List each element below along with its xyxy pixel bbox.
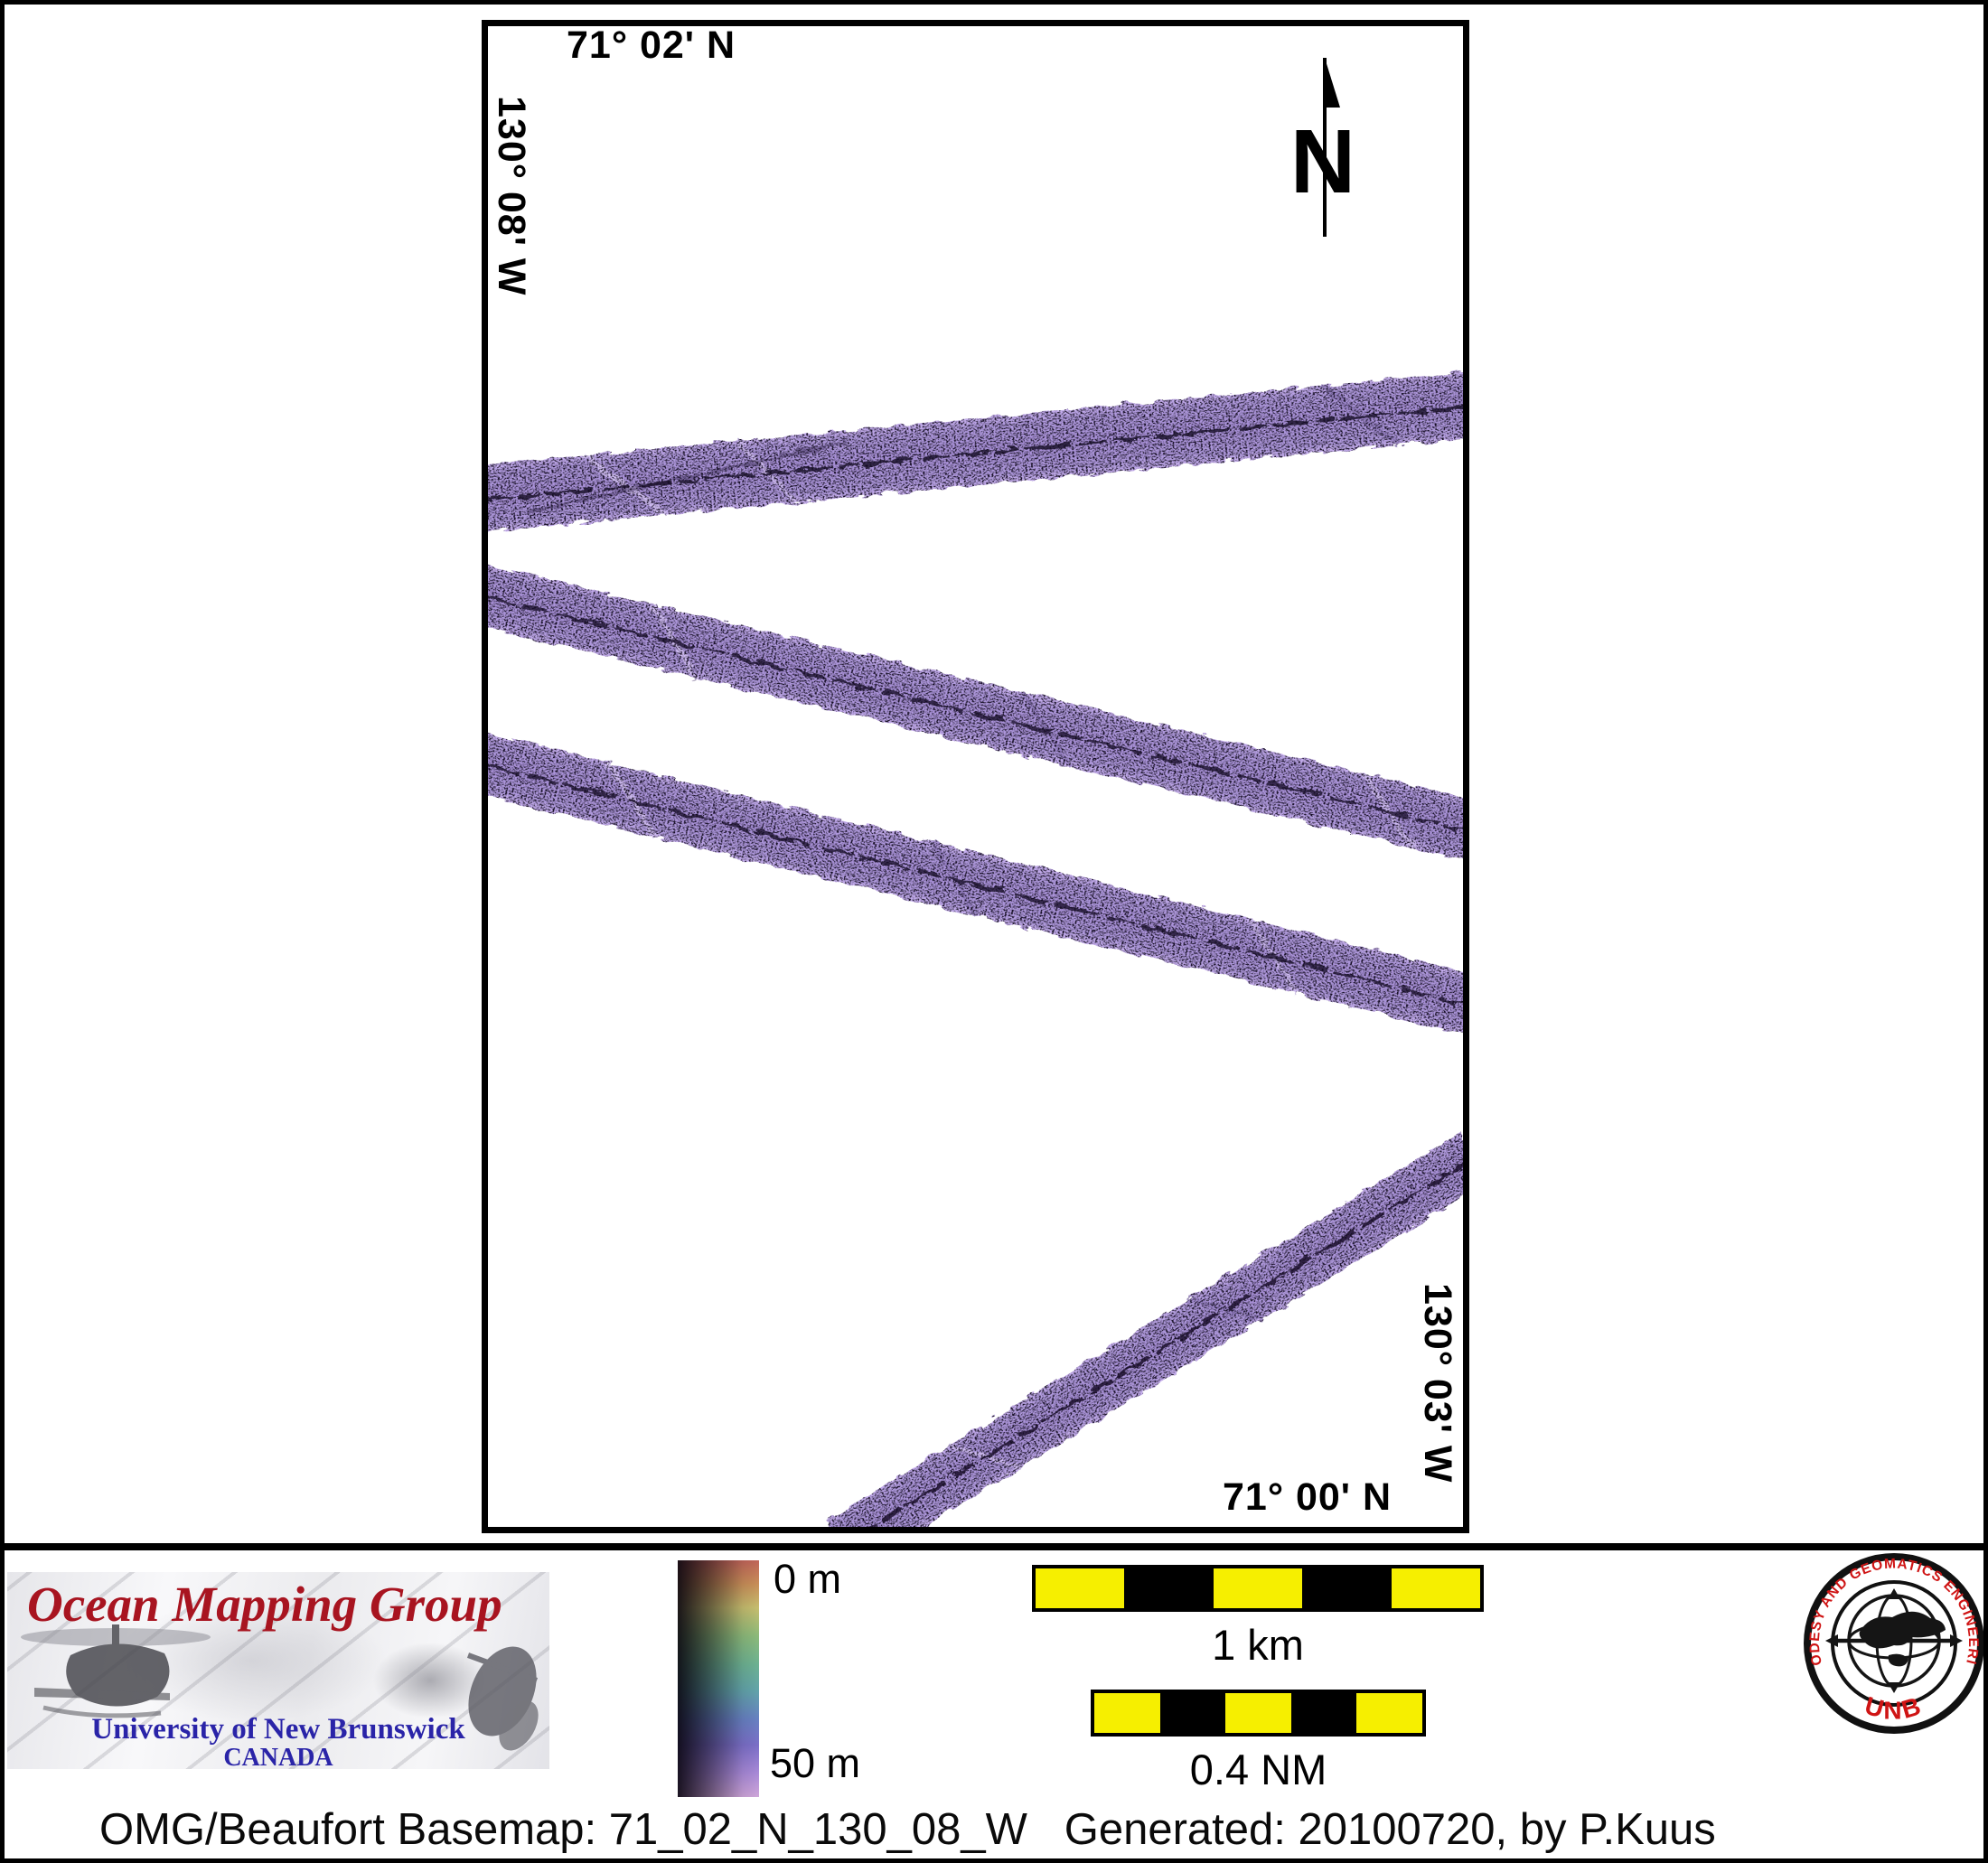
latitude-label-top: 71° 02' N bbox=[567, 23, 736, 67]
map-frame bbox=[482, 20, 1469, 1533]
scale-bar-segment bbox=[1302, 1568, 1392, 1608]
panel-divider bbox=[5, 1543, 1983, 1550]
submersible-icon bbox=[466, 1646, 539, 1751]
scale-bar-segment bbox=[1094, 1693, 1160, 1733]
basemap-caption: OMG/Beaufort Basemap: 71_02_N_130_08_W G… bbox=[99, 1805, 1716, 1854]
helicopter-icon bbox=[21, 1624, 211, 1718]
depth-colorbar bbox=[678, 1560, 759, 1797]
seal-bottom-text: UNB bbox=[1861, 1691, 1924, 1724]
scale-bar-segment bbox=[1225, 1693, 1291, 1733]
scale-bar-segment bbox=[1159, 1693, 1226, 1733]
scale-bar-segment bbox=[1036, 1568, 1125, 1608]
longitude-label-right: 130° 03' W bbox=[1416, 1283, 1459, 1484]
sonar-swath bbox=[488, 562, 1463, 862]
seal-globe-icon bbox=[1825, 1588, 1963, 1693]
scale-bar-nm-label: 0.4 NM bbox=[1189, 1746, 1327, 1793]
scale-bar-segment bbox=[1391, 1568, 1481, 1608]
scale-bar-km-label: 1 km bbox=[1212, 1621, 1304, 1669]
scale-bar-segment bbox=[1356, 1693, 1422, 1733]
omg-logo-title: Ocean Mapping Group bbox=[27, 1577, 502, 1632]
scale-bar-km bbox=[1032, 1565, 1484, 1612]
sonar-swath bbox=[488, 371, 1463, 533]
omg-logo-artwork bbox=[21, 1624, 539, 1751]
omg-logo-university: University of New Brunswick bbox=[91, 1713, 465, 1746]
scale-bar-nm bbox=[1091, 1690, 1426, 1737]
bathymetry-swath-layer bbox=[488, 371, 1463, 1527]
omg-logo: Ocean Mapping Group University of New Br… bbox=[7, 1572, 549, 1769]
scale-bar-segment bbox=[1290, 1693, 1357, 1733]
scale-bar-segment bbox=[1124, 1568, 1214, 1608]
longitude-label-left: 130° 08' W bbox=[490, 96, 533, 296]
omg-logo-country: CANADA bbox=[223, 1744, 333, 1769]
depth-scale-top-label: 0 m bbox=[774, 1556, 842, 1602]
scale-bar-segment bbox=[1213, 1568, 1303, 1608]
sonar-swath bbox=[825, 1132, 1463, 1527]
depth-scale-bottom-label: 50 m bbox=[770, 1740, 861, 1786]
sonar-swath bbox=[488, 730, 1463, 1035]
svg-text:UNB: UNB bbox=[1861, 1691, 1927, 1724]
latitude-label-bottom: 71° 00' N bbox=[1223, 1475, 1393, 1519]
